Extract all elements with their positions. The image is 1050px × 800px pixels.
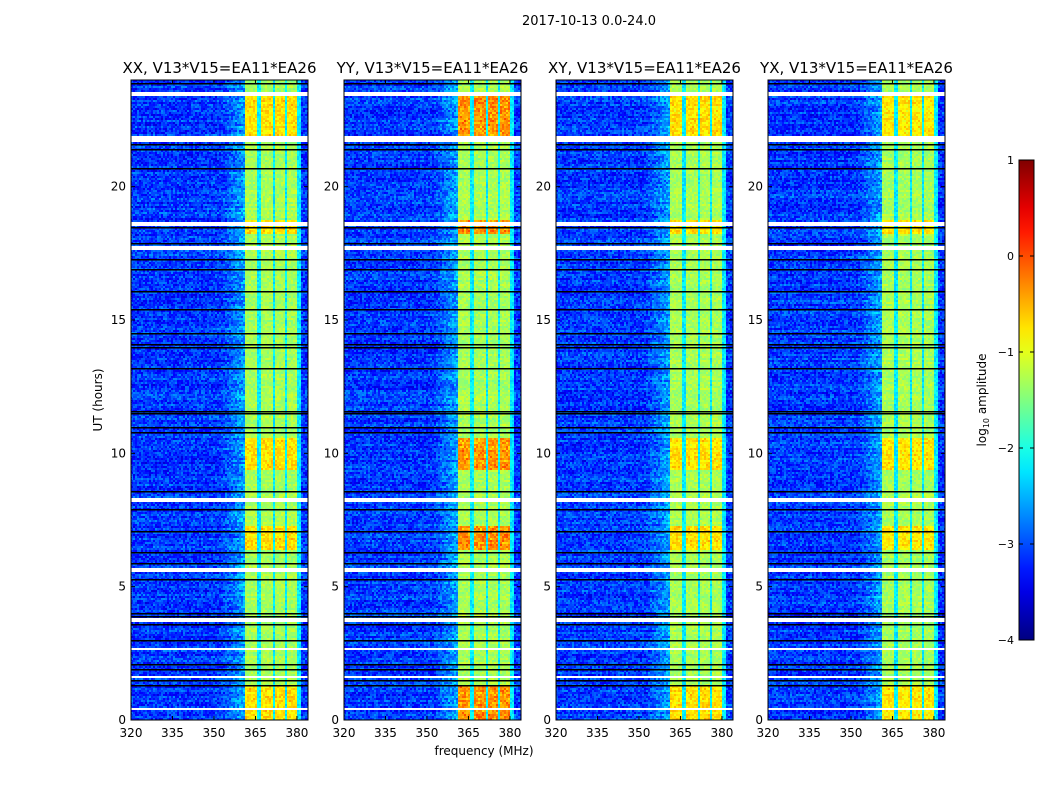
y-tick-label: 5 [331, 580, 339, 594]
y-tick-label: 10 [536, 446, 551, 460]
y-tick-label: 20 [748, 180, 763, 194]
colorbar-tick-label: −3 [998, 538, 1014, 551]
x-tick-label: 350 [840, 726, 863, 740]
x-axis-label: frequency (MHz) [434, 744, 533, 758]
colorbar-label-part: 10 [982, 418, 991, 428]
y-tick-label: 10 [324, 446, 339, 460]
y-tick-label: 0 [755, 713, 763, 727]
axes-frame-3 [767, 79, 946, 721]
x-tick-label: 320 [333, 726, 356, 740]
x-tick-label: 350 [416, 726, 439, 740]
x-tick-label: 350 [628, 726, 651, 740]
x-tick-label: 365 [669, 726, 692, 740]
y-tick-label: 5 [118, 580, 126, 594]
axes-frame-0 [130, 79, 309, 721]
y-tick-label: 0 [118, 713, 126, 727]
heatmap-panel-0 [131, 80, 308, 720]
colorbar-tick-label: −1 [998, 346, 1014, 359]
panel-title-0: XX, V13*V15=EA11*EA26 [122, 59, 316, 77]
axes-frame-2 [555, 79, 734, 721]
panel-title-3: YX, V13*V15=EA11*EA26 [759, 59, 953, 77]
colorbar-tick-label: −2 [998, 442, 1014, 455]
colorbar-label: log10 amplitude [975, 354, 991, 447]
panel-title-1: YY, V13*V15=EA11*EA26 [336, 59, 529, 77]
x-tick-label: 365 [244, 726, 267, 740]
x-tick-label: 365 [881, 726, 904, 740]
y-tick-label: 0 [331, 713, 339, 727]
y-tick-label: 15 [536, 313, 551, 327]
x-tick-label: 335 [161, 726, 184, 740]
heatmap-panel-3 [768, 80, 945, 720]
x-tick-label: 365 [457, 726, 480, 740]
x-tick-label: 320 [120, 726, 143, 740]
x-tick-label: 320 [545, 726, 568, 740]
y-tick-label: 15 [748, 313, 763, 327]
y-tick-label: 5 [543, 580, 551, 594]
figure-title: 2017-10-13 0.0-24.0 [522, 14, 656, 29]
heatmap-panel-2 [556, 80, 733, 720]
x-tick-label: 380 [710, 726, 733, 740]
x-tick-label: 335 [374, 726, 397, 740]
heatmap-panel-1 [344, 80, 521, 720]
y-tick-label: 20 [111, 180, 126, 194]
x-tick-label: 335 [586, 726, 609, 740]
x-tick-label: 350 [203, 726, 226, 740]
y-tick-label: 0 [543, 713, 551, 727]
y-tick-label: 10 [111, 446, 126, 460]
y-tick-label: 15 [111, 313, 126, 327]
y-axis-label: UT (hours) [91, 368, 105, 431]
colorbar-tick-label: 0 [1007, 250, 1014, 263]
colorbar-label-part: log [975, 428, 989, 446]
x-tick-label: 335 [798, 726, 821, 740]
axes-frame-1 [343, 79, 522, 721]
colorbar-tick-label: 1 [1007, 154, 1014, 167]
y-tick-label: 20 [536, 180, 551, 194]
colorbar-tick-label: −4 [998, 634, 1014, 647]
colorbar-label-part: amplitude [975, 354, 989, 418]
x-tick-label: 380 [498, 726, 521, 740]
y-tick-label: 15 [324, 313, 339, 327]
x-tick-label: 380 [922, 726, 945, 740]
panel-title-2: XY, V13*V15=EA11*EA26 [548, 59, 741, 77]
colorbar [1018, 159, 1035, 641]
y-tick-label: 20 [324, 180, 339, 194]
x-tick-label: 380 [285, 726, 308, 740]
y-tick-label: 10 [748, 446, 763, 460]
x-tick-label: 320 [757, 726, 780, 740]
y-tick-label: 5 [755, 580, 763, 594]
